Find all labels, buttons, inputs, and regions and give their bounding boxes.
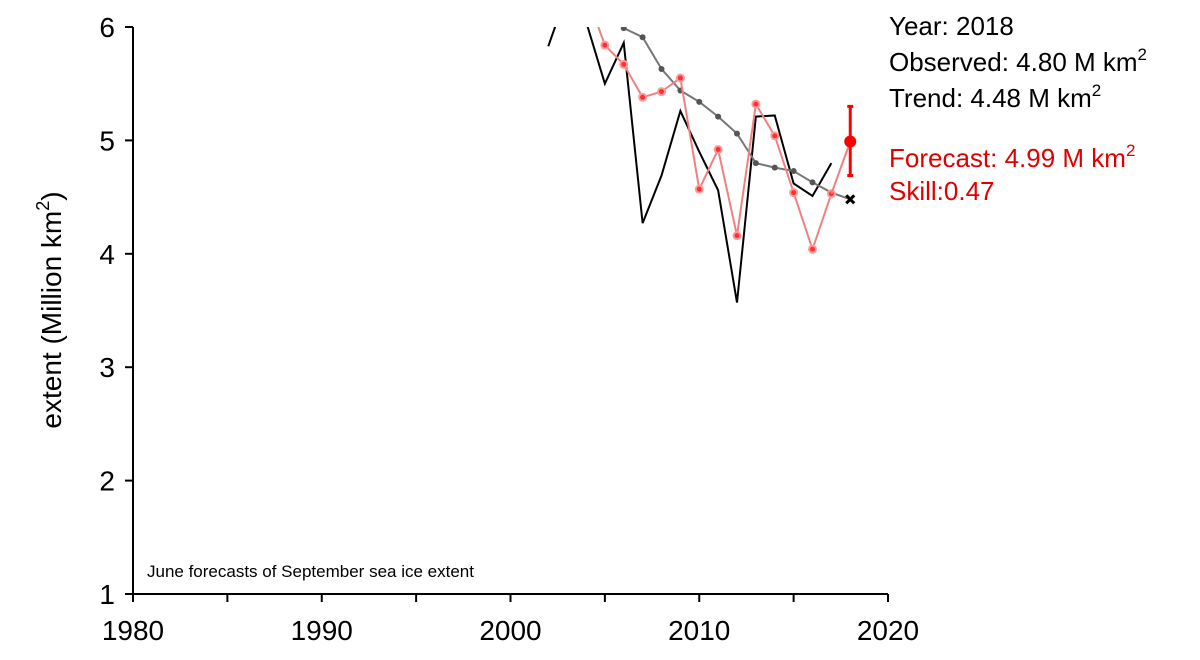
year-label: Year: 2018 [889,11,1014,41]
y-axis-label: extent (Million km2) [33,191,68,429]
observed-label: Observed: 4.80 M km2 [889,44,1147,80]
y-tick-label: 3 [99,352,115,383]
x-tick-label: 2010 [668,615,730,646]
y-axis-label-close: ) [36,191,67,201]
forecast-label: Forecast: 4.99 M km2 [889,142,1135,175]
trend-marker [845,194,856,205]
x-tick-label: 1990 [291,615,353,646]
x-tick-label: 2020 [857,615,919,646]
hindcast-point [772,133,778,139]
forecast-unit-sup: 2 [1125,141,1136,160]
trend-point [752,160,759,167]
trend-point [734,130,740,137]
hindcast-point [696,186,702,192]
x-tick-label: 1980 [102,615,164,646]
plot-area [547,27,852,303]
trend-point [620,27,627,32]
hindcast-point [621,61,627,67]
skill-label: Skill:0.47 [889,176,995,206]
hindcast-point [677,75,683,81]
hindcast-point [640,94,646,100]
hindcast-point [715,146,721,152]
forecast-text: Forecast: 4.99 M km [889,143,1126,173]
hindcast-point [753,101,759,107]
y-tick-label: 2 [99,466,115,497]
observed-unit-sup: 2 [1137,45,1148,64]
trend-point [715,113,722,120]
chart-annotation: June forecasts of September sea ice exte… [147,562,474,581]
forecast-panel: Forecast: 4.99 M km2 Skill:0.47 [889,142,1135,208]
y-axis-label-text: extent (Million km [36,210,67,429]
y-axis-label-sup: 2 [33,200,53,211]
trend-point [771,164,778,171]
trend-line [623,27,851,201]
observed-text: Observed: 4.80 M km [889,47,1138,77]
y-tick-label: 6 [99,12,115,43]
y-tick-label: 4 [99,239,115,270]
observed-line [547,27,833,303]
forecast-point [844,135,857,148]
hindcast-point [791,190,797,196]
trend-unit-sup: 2 [1091,81,1102,100]
hindcast-line [597,27,833,253]
hindcast-point [602,42,608,48]
forecast-connector [830,141,852,195]
y-tick-label: 1 [99,579,115,610]
trend-label: Trend: 4.48 M km2 [889,80,1147,116]
x-tick-label: 2000 [479,615,541,646]
info-panel: Year: 2018 Observed: 4.80 M km2 Trend: 4… [889,8,1147,116]
y-tick-label: 5 [99,125,115,156]
hindcast-point [659,89,664,95]
trend-text: Trend: 4.48 M km [889,83,1092,113]
trend-point [658,65,665,72]
hindcast-point [810,246,815,252]
hindcast-point [734,233,740,239]
trend-point [790,168,797,175]
trend-point [639,34,646,41]
trend-point [696,98,703,105]
trend-point [809,179,816,186]
